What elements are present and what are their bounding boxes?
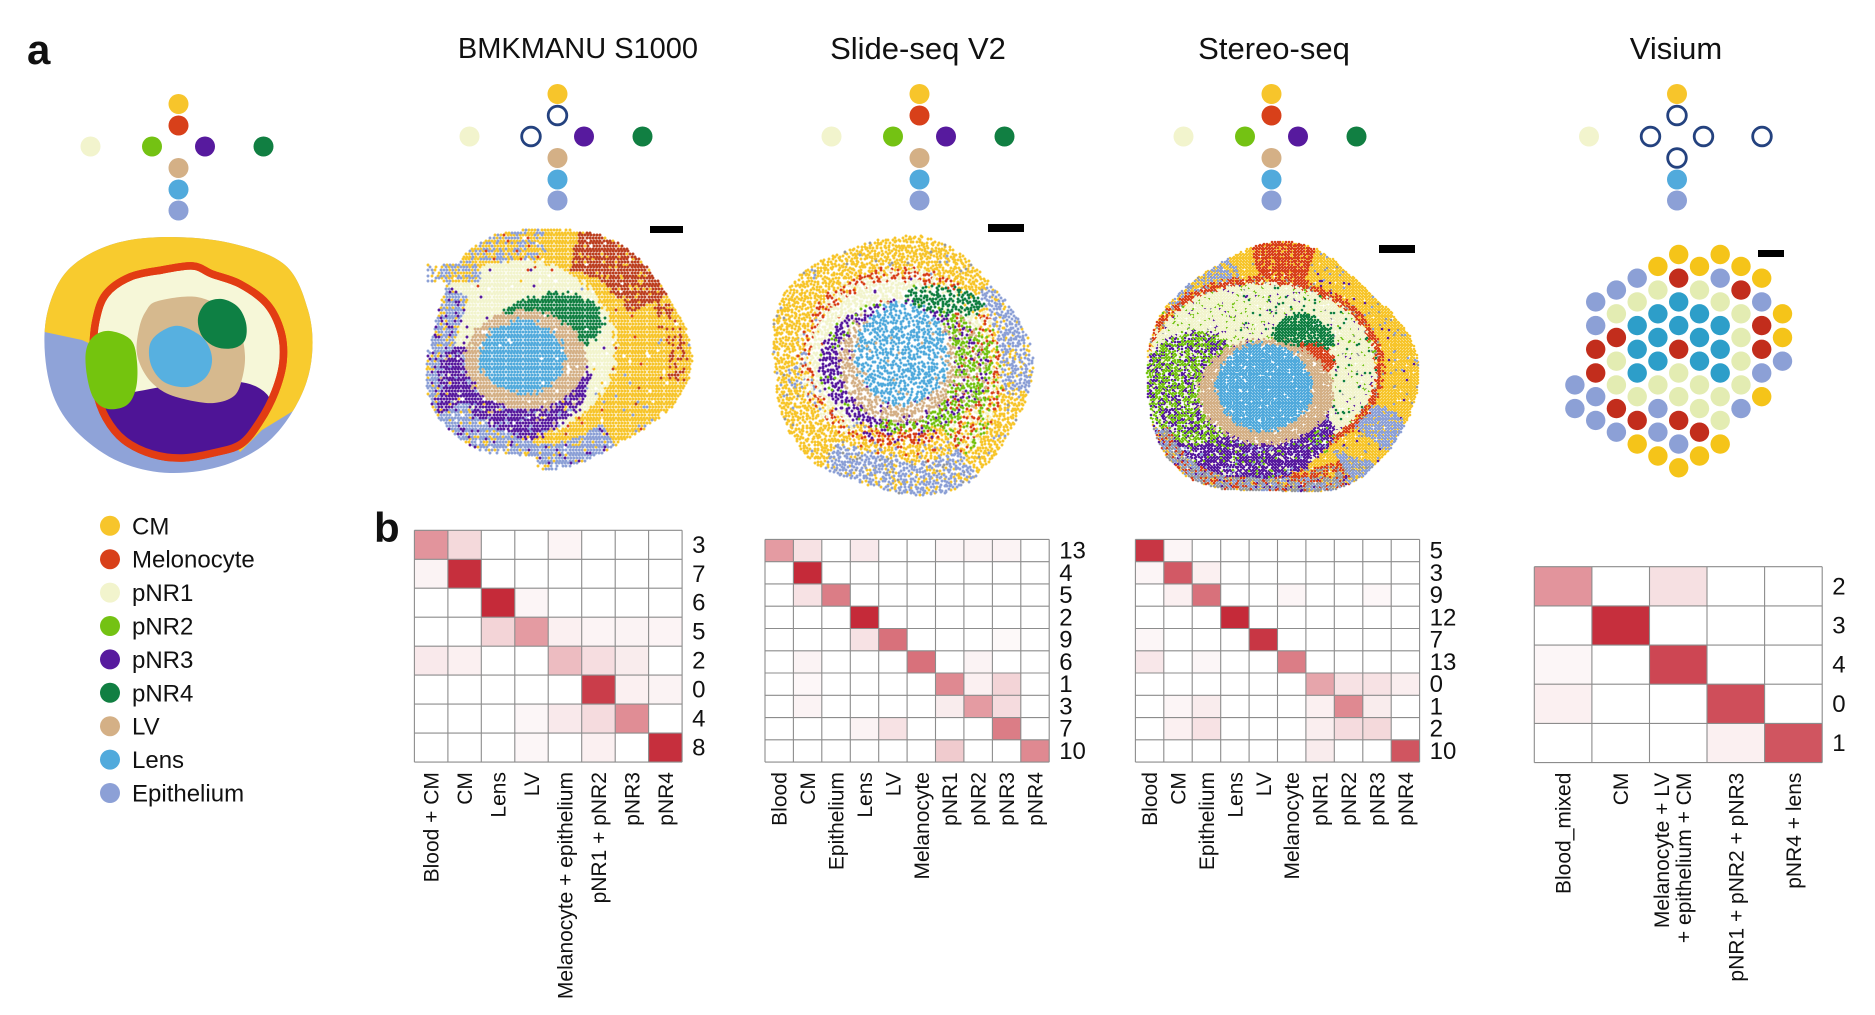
svg-text:pNR1 + pNR2 + pNR3: pNR1 + pNR2 + pNR3 — [1725, 773, 1748, 982]
svg-text:BMKMANU S1000: BMKMANU S1000 — [458, 33, 698, 65]
svg-text:Visium: Visium — [1630, 31, 1722, 66]
svg-text:pNR2: pNR2 — [968, 772, 991, 826]
svg-text:0: 0 — [692, 677, 705, 704]
svg-text:13: 13 — [1059, 538, 1086, 565]
svg-text:pNR1: pNR1 — [1310, 772, 1333, 826]
svg-text:Lens: Lens — [132, 747, 184, 774]
svg-text:4: 4 — [1059, 560, 1072, 587]
svg-text:7: 7 — [1059, 716, 1072, 743]
svg-text:2: 2 — [1832, 573, 1845, 600]
svg-text:2: 2 — [1430, 716, 1443, 743]
svg-text:CM: CM — [1610, 773, 1633, 806]
svg-text:6: 6 — [1059, 649, 1072, 676]
svg-text:pNR4 + lens: pNR4 + lens — [1783, 773, 1806, 889]
svg-text:5: 5 — [1430, 538, 1443, 565]
svg-text:12: 12 — [1430, 604, 1457, 631]
svg-text:5: 5 — [692, 619, 705, 646]
svg-text:7: 7 — [1430, 627, 1443, 654]
svg-text:pNR3: pNR3 — [132, 647, 193, 674]
svg-text:1: 1 — [1430, 693, 1443, 720]
svg-text:pNR3: pNR3 — [1366, 772, 1389, 826]
svg-text:Lens: Lens — [854, 772, 877, 818]
svg-text:pNR2: pNR2 — [132, 614, 193, 641]
svg-text:2: 2 — [692, 648, 705, 675]
svg-text:CM: CM — [132, 513, 169, 540]
svg-text:Lens: Lens — [1224, 772, 1247, 818]
svg-text:0: 0 — [1832, 691, 1845, 718]
svg-text:6: 6 — [692, 590, 705, 617]
svg-text:Melanocyte + epithelium: Melanocyte + epithelium — [555, 772, 578, 999]
svg-text:pNR3: pNR3 — [996, 772, 1019, 826]
svg-text:2: 2 — [1059, 604, 1072, 631]
svg-text:3: 3 — [1059, 693, 1072, 720]
svg-text:LV: LV — [882, 772, 905, 796]
svg-text:pNR1 + pNR2: pNR1 + pNR2 — [588, 772, 611, 903]
svg-text:pNR4: pNR4 — [1395, 772, 1418, 826]
svg-text:Melanocyte: Melanocyte — [911, 772, 934, 879]
svg-text:LV: LV — [521, 772, 544, 796]
svg-text:Stereo-seq: Stereo-seq — [1198, 31, 1350, 66]
svg-text:Epithelium: Epithelium — [1196, 772, 1219, 870]
svg-text:Lens: Lens — [488, 772, 511, 818]
svg-text:Blood_mixed: Blood_mixed — [1553, 773, 1576, 894]
svg-text:Melonocyte: Melonocyte — [132, 547, 255, 574]
svg-text:LV: LV — [1253, 772, 1276, 796]
svg-text:8: 8 — [692, 735, 705, 762]
svg-text:pNR4: pNR4 — [655, 772, 678, 826]
svg-text:a: a — [27, 26, 51, 73]
svg-text:pNR3: pNR3 — [621, 772, 644, 826]
svg-text:Melanocyte: Melanocyte — [1281, 772, 1304, 879]
svg-text:Blood: Blood — [1139, 772, 1162, 826]
svg-text:pNR4: pNR4 — [1024, 772, 1047, 826]
svg-text:1: 1 — [1832, 730, 1845, 757]
svg-text:CM: CM — [454, 772, 477, 805]
svg-text:pNR4: pNR4 — [132, 680, 193, 707]
svg-text:3: 3 — [1430, 560, 1443, 587]
svg-text:Epithelium: Epithelium — [132, 781, 244, 808]
svg-text:10: 10 — [1430, 738, 1457, 765]
svg-text:9: 9 — [1430, 582, 1443, 609]
svg-text:13: 13 — [1430, 649, 1457, 676]
svg-text:10: 10 — [1059, 738, 1086, 765]
svg-text:Blood + CM: Blood + CM — [421, 772, 444, 882]
svg-text:0: 0 — [1430, 671, 1443, 698]
svg-text:CM: CM — [797, 772, 820, 805]
svg-text:3: 3 — [692, 532, 705, 559]
svg-text:Epithelium: Epithelium — [826, 772, 849, 870]
svg-text:pNR1: pNR1 — [939, 772, 962, 826]
svg-text:5: 5 — [1059, 582, 1072, 609]
svg-text:Blood: Blood — [769, 772, 792, 826]
svg-text:pNR1: pNR1 — [132, 580, 193, 607]
svg-text:+ epithelium + CM: + epithelium + CM — [1673, 773, 1696, 943]
svg-text:4: 4 — [1832, 652, 1845, 679]
svg-text:7: 7 — [692, 561, 705, 588]
svg-text:LV: LV — [132, 714, 160, 741]
svg-text:9: 9 — [1059, 627, 1072, 654]
svg-text:pNR2: pNR2 — [1338, 772, 1361, 826]
svg-text:Melanocyte + LV: Melanocyte + LV — [1651, 773, 1674, 928]
svg-text:3: 3 — [1832, 613, 1845, 640]
svg-text:CM: CM — [1168, 772, 1191, 805]
svg-text:4: 4 — [692, 706, 705, 733]
svg-text:b: b — [374, 504, 400, 551]
svg-text:1: 1 — [1059, 671, 1072, 698]
svg-text:Slide-seq V2: Slide-seq V2 — [830, 31, 1006, 66]
